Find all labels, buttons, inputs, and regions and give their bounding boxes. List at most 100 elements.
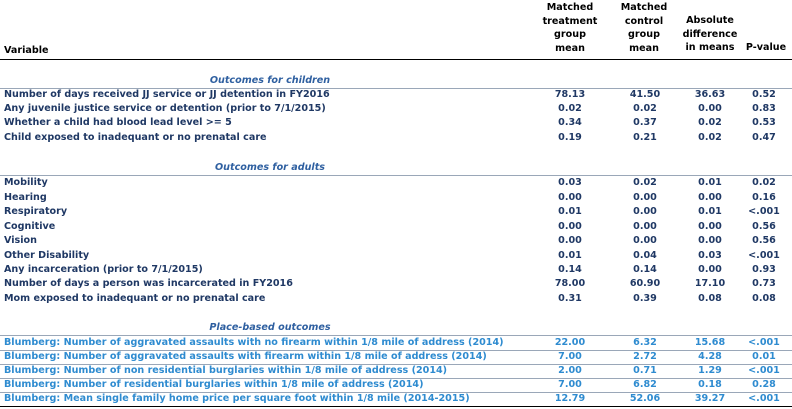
header-treatment-line: group <box>554 29 586 40</box>
table-row: Any incarceration (prior to 7/1/2015) 0.… <box>0 263 792 277</box>
abs-difference: 39.27 <box>694 393 726 404</box>
table-row: Number of days received JJ service or JJ… <box>0 88 792 102</box>
table-row: Blumberg: Number of aggravated assaults … <box>0 350 792 364</box>
header-control-line: mean <box>629 42 659 54</box>
control-mean: 0.02 <box>633 177 657 188</box>
treatment-mean: 0.00 <box>558 221 582 232</box>
table-row: Blumberg: Number of non residential burg… <box>0 364 792 378</box>
row-label: Blumberg: Mean single family home price … <box>4 393 470 404</box>
p-value: 0.83 <box>752 103 776 114</box>
abs-difference: 0.01 <box>698 206 722 217</box>
table-row: Vision 0.00 0.00 0.00 0.56 <box>0 234 792 248</box>
control-mean: 41.50 <box>629 89 661 100</box>
section-title-adults: Outcomes for adults <box>215 162 325 173</box>
header-difference: Absolute difference in means <box>678 14 742 55</box>
row-rule <box>0 350 792 351</box>
p-value: <.001 <box>748 365 780 376</box>
p-value: 0.08 <box>752 293 776 304</box>
row-label: Number of days received JJ service or JJ… <box>4 89 330 100</box>
table-row: Blumberg: Number of aggravated assaults … <box>0 336 792 350</box>
treatment-mean: 0.14 <box>558 264 582 275</box>
header-treatment-line: treatment <box>542 15 598 27</box>
row-rule <box>0 392 792 393</box>
control-mean: 0.00 <box>633 206 657 217</box>
row-label: Any juvenile justice service or detentio… <box>4 103 326 114</box>
control-mean: 0.14 <box>633 264 657 275</box>
p-value: 0.47 <box>752 132 776 143</box>
p-value: 0.16 <box>752 192 776 203</box>
control-mean: 0.02 <box>633 103 657 114</box>
p-value: 0.28 <box>752 379 776 390</box>
abs-difference: 4.28 <box>698 351 722 362</box>
control-mean: 6.32 <box>633 337 657 348</box>
control-mean: 2.72 <box>633 351 657 362</box>
treatment-mean: 0.01 <box>558 206 582 217</box>
treatment-mean: 2.00 <box>558 365 582 376</box>
header-treatment-line: Matched <box>546 2 594 13</box>
section-rule <box>0 335 792 336</box>
header-rule <box>0 59 792 60</box>
abs-difference: 36.63 <box>694 89 726 100</box>
p-value: 0.56 <box>752 221 776 232</box>
abs-difference: 0.02 <box>698 117 722 128</box>
control-mean: 60.90 <box>629 278 661 289</box>
row-label: Child exposed to inadequant or no prenat… <box>4 132 267 143</box>
treatment-mean: 0.02 <box>558 103 582 114</box>
row-label: Mom exposed to inadequant or no prenatal… <box>4 293 266 304</box>
section-title-place-based: Place-based outcomes <box>209 322 331 333</box>
treatment-mean: 12.79 <box>554 393 586 404</box>
table-bottom-rule <box>0 406 792 407</box>
row-label: Blumberg: Number of non residential burg… <box>4 365 448 376</box>
treatment-mean: 0.19 <box>558 132 582 143</box>
p-value: 0.02 <box>752 177 776 188</box>
abs-difference: 0.01 <box>698 177 722 188</box>
abs-difference: 0.00 <box>698 235 722 246</box>
treatment-mean: 7.00 <box>558 379 582 390</box>
header-control-line: Matched <box>620 2 668 13</box>
abs-difference: 0.18 <box>698 379 722 390</box>
p-value: 0.56 <box>752 235 776 246</box>
header-control-line: group <box>628 29 660 40</box>
table-row: Blumberg: Mean single family home price … <box>0 392 792 406</box>
abs-difference: 0.00 <box>698 103 722 114</box>
row-label: Cognitive <box>4 221 56 232</box>
section-rule <box>0 88 792 89</box>
header-variable: Variable <box>4 45 49 56</box>
header-control-line: control <box>624 15 664 27</box>
table-row: Blumberg: Number of residential burglari… <box>0 378 792 392</box>
control-mean: 0.00 <box>633 192 657 203</box>
treatment-mean: 0.00 <box>558 192 582 203</box>
row-label: Any incarceration (prior to 7/1/2015) <box>4 264 203 275</box>
p-value: 0.52 <box>752 89 776 100</box>
p-value: <.001 <box>748 337 780 348</box>
treatment-mean: 78.00 <box>554 278 586 289</box>
table-row: Cognitive 0.00 0.00 0.00 0.56 <box>0 220 792 234</box>
row-label: Blumberg: Number of aggravated assaults … <box>4 337 504 348</box>
control-mean: 0.39 <box>633 293 657 304</box>
treatment-mean: 0.01 <box>558 250 582 261</box>
abs-difference: 0.03 <box>698 250 722 261</box>
p-value: <.001 <box>748 250 780 261</box>
treatment-mean: 0.31 <box>558 293 582 304</box>
abs-difference: 17.10 <box>694 278 726 289</box>
control-mean: 0.00 <box>633 221 657 232</box>
row-label: Mobility <box>4 177 48 188</box>
table-row: Other Disability 0.01 0.04 0.03 <.001 <box>0 249 792 263</box>
abs-difference: 0.00 <box>698 221 722 232</box>
p-value: 0.73 <box>752 278 776 289</box>
row-label: Other Disability <box>4 250 90 261</box>
row-label: Number of days a person was incarcerated… <box>4 278 293 289</box>
treatment-mean: 22.00 <box>554 337 586 348</box>
control-mean: 52.06 <box>629 393 661 404</box>
abs-difference: 0.00 <box>698 192 722 203</box>
treatment-mean: 0.00 <box>558 235 582 246</box>
table-row: Hearing 0.00 0.00 0.00 0.16 <box>0 191 792 205</box>
table-row: Whether a child had blood lead level >= … <box>0 116 792 130</box>
abs-difference: 0.02 <box>698 132 722 143</box>
row-label: Blumberg: Number of residential burglari… <box>4 379 424 390</box>
p-value: 0.53 <box>752 117 776 128</box>
table-row: Respiratory 0.01 0.00 0.01 <.001 <box>0 205 792 219</box>
control-mean: 0.00 <box>633 235 657 246</box>
row-rule <box>0 364 792 365</box>
p-value: <.001 <box>748 206 780 217</box>
